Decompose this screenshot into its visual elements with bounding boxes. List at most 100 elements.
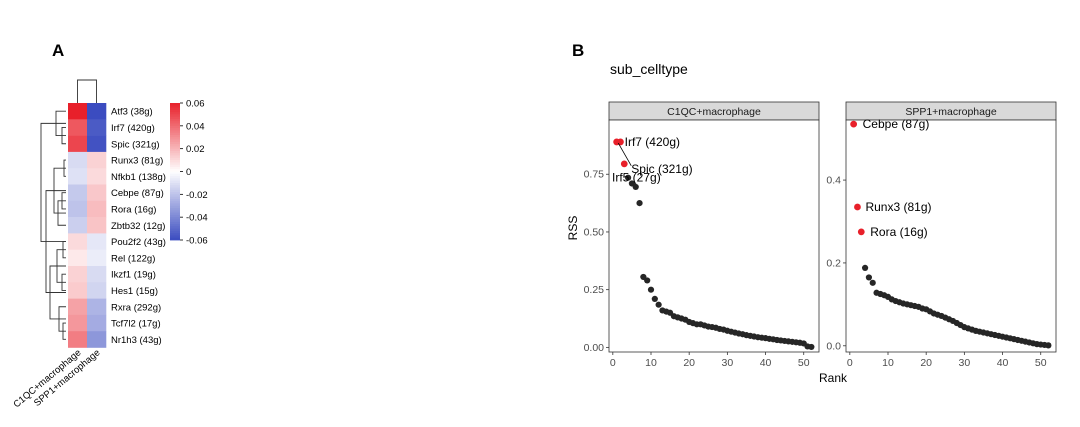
facet-strip-label: C1QC+macrophage <box>667 106 761 118</box>
colorbar-segment <box>170 214 180 218</box>
heatmap-cell <box>87 233 107 250</box>
point-label: Irf5 (27g) <box>612 171 661 185</box>
y-tick-label: 0.50 <box>584 226 605 238</box>
colorbar-segment <box>170 105 180 108</box>
highlight-point <box>854 203 861 211</box>
colorbar-segment <box>170 112 180 115</box>
x-tick-label: 10 <box>882 357 894 369</box>
y-tick-label: 0.00 <box>584 342 605 354</box>
colorbar-segment <box>170 128 180 131</box>
colorbar-segment <box>170 176 180 179</box>
heatmap-row-label: Rel (122g) <box>111 253 155 264</box>
colorbar-segment <box>170 178 180 182</box>
heatmap-cell <box>87 331 107 348</box>
colorbar-segment <box>170 146 180 150</box>
colorbar-segment <box>170 185 180 188</box>
data-point <box>869 279 876 286</box>
colorbar-segment <box>170 221 180 225</box>
x-tick-label: 40 <box>997 357 1009 369</box>
colorbar-tick-label: -0.06 <box>186 236 208 247</box>
colorbar-tick-label: 0.04 <box>186 121 205 132</box>
heatmap-cell <box>87 298 107 316</box>
colorbar-segment <box>170 187 180 191</box>
colorbar-segment <box>170 118 180 122</box>
rss-scatter-chart: sub_celltype Rank RSS C1QC+macrophage 0 10… <box>566 61 1057 385</box>
colorbar-segment <box>170 203 180 207</box>
highlight-point <box>620 160 628 168</box>
data-point <box>651 295 658 303</box>
x-tick-label: 50 <box>1035 357 1047 369</box>
colorbar-segment <box>170 226 180 229</box>
colorbar-segment <box>170 194 180 198</box>
heatmap-row-label: Rxra (292g) <box>111 302 161 313</box>
y-tick-label: 0.25 <box>584 284 605 296</box>
point-label: Cebpe (87g) <box>863 117 930 131</box>
colorbar-segment <box>170 182 180 186</box>
heatmap-cell <box>68 331 88 348</box>
point-label: Rora (16g) <box>870 225 927 239</box>
dendrogram-branch <box>77 79 97 103</box>
colorbar-segment <box>170 210 180 213</box>
heatmap-cell <box>68 151 88 169</box>
colorbar-segment <box>170 139 180 143</box>
colorbar-tick-label: 0.02 <box>186 144 205 155</box>
heatmap-cell <box>87 200 107 218</box>
heatmap-cell <box>68 314 88 332</box>
colorbar-segment <box>170 237 180 241</box>
x-tick-label: 0 <box>610 357 616 369</box>
colorbar-segment <box>170 205 180 209</box>
colorbar-segment <box>170 130 180 134</box>
colorbar-segment <box>170 150 180 154</box>
colorbar-segment <box>170 137 180 140</box>
x-tick-label: 40 <box>760 357 772 369</box>
dendrogram-branch <box>40 122 66 242</box>
colorbar-segment <box>170 169 180 172</box>
colorbar-segment <box>170 116 180 120</box>
heatmap-row-label: Hes1 (15g) <box>111 286 158 297</box>
colorbar-tick-label: -0.04 <box>186 213 208 224</box>
colorbar-segment <box>170 148 180 152</box>
heatmap-colorbar: 0.06 0.04 0.02 0 -0.02 -0.04 -0.06 <box>170 99 208 247</box>
heatmap-cell <box>87 135 107 153</box>
colorbar-tick-label: 0.06 <box>186 99 205 110</box>
y-tick-label: 0.2 <box>826 257 841 269</box>
heatmap-cell <box>68 266 88 283</box>
x-axis-label: Rank <box>819 371 848 385</box>
heatmap-row-label: Nr1h3 (43g) <box>111 335 162 346</box>
heatmap-row-label: Cebpe (87g) <box>111 188 164 199</box>
heatmap-cell <box>87 217 107 234</box>
panel-label-a: A <box>52 41 64 60</box>
facet-c1qc: C1QC+macrophage 0 10 20 30 40 50 0.00 0.25 0.50 0.… <box>584 101 820 369</box>
heatmap-cell <box>87 314 107 332</box>
colorbar-segment <box>170 219 180 223</box>
point-label: Spic (321g) <box>631 162 692 176</box>
colorbar-segment <box>170 201 180 204</box>
heatmap-cell <box>68 298 88 316</box>
x-tick-label: 20 <box>920 357 932 369</box>
heatmap-cell <box>87 119 107 136</box>
heatmap-cell <box>68 217 88 234</box>
colorbar-segment <box>170 173 180 177</box>
colorbar-segment <box>170 235 180 239</box>
x-tick-label: 30 <box>722 357 734 369</box>
x-tick-label: 50 <box>798 357 810 369</box>
heatmap-row-label: Spic (321g) <box>111 139 160 150</box>
heatmap-cell <box>68 184 88 202</box>
colorbar-segment <box>170 208 180 211</box>
heatmap-cell <box>87 249 107 267</box>
colorbar-segment <box>170 228 180 232</box>
heatmap-cell <box>68 282 88 299</box>
colorbar-segment <box>170 212 180 216</box>
data-point <box>808 343 815 351</box>
heatmap-cell <box>68 135 88 153</box>
facet-strip-label: SPP1+macrophage <box>905 106 997 118</box>
facet-panel <box>845 119 1057 353</box>
heatmap-row-label: Rora (16g) <box>111 204 156 215</box>
colorbar-segment <box>170 153 180 156</box>
colorbar-tick-label: -0.02 <box>186 190 208 201</box>
data-point <box>632 183 639 191</box>
heatmap-row-label: Tcf7l2 (17g) <box>111 319 161 330</box>
data-point <box>644 277 651 284</box>
